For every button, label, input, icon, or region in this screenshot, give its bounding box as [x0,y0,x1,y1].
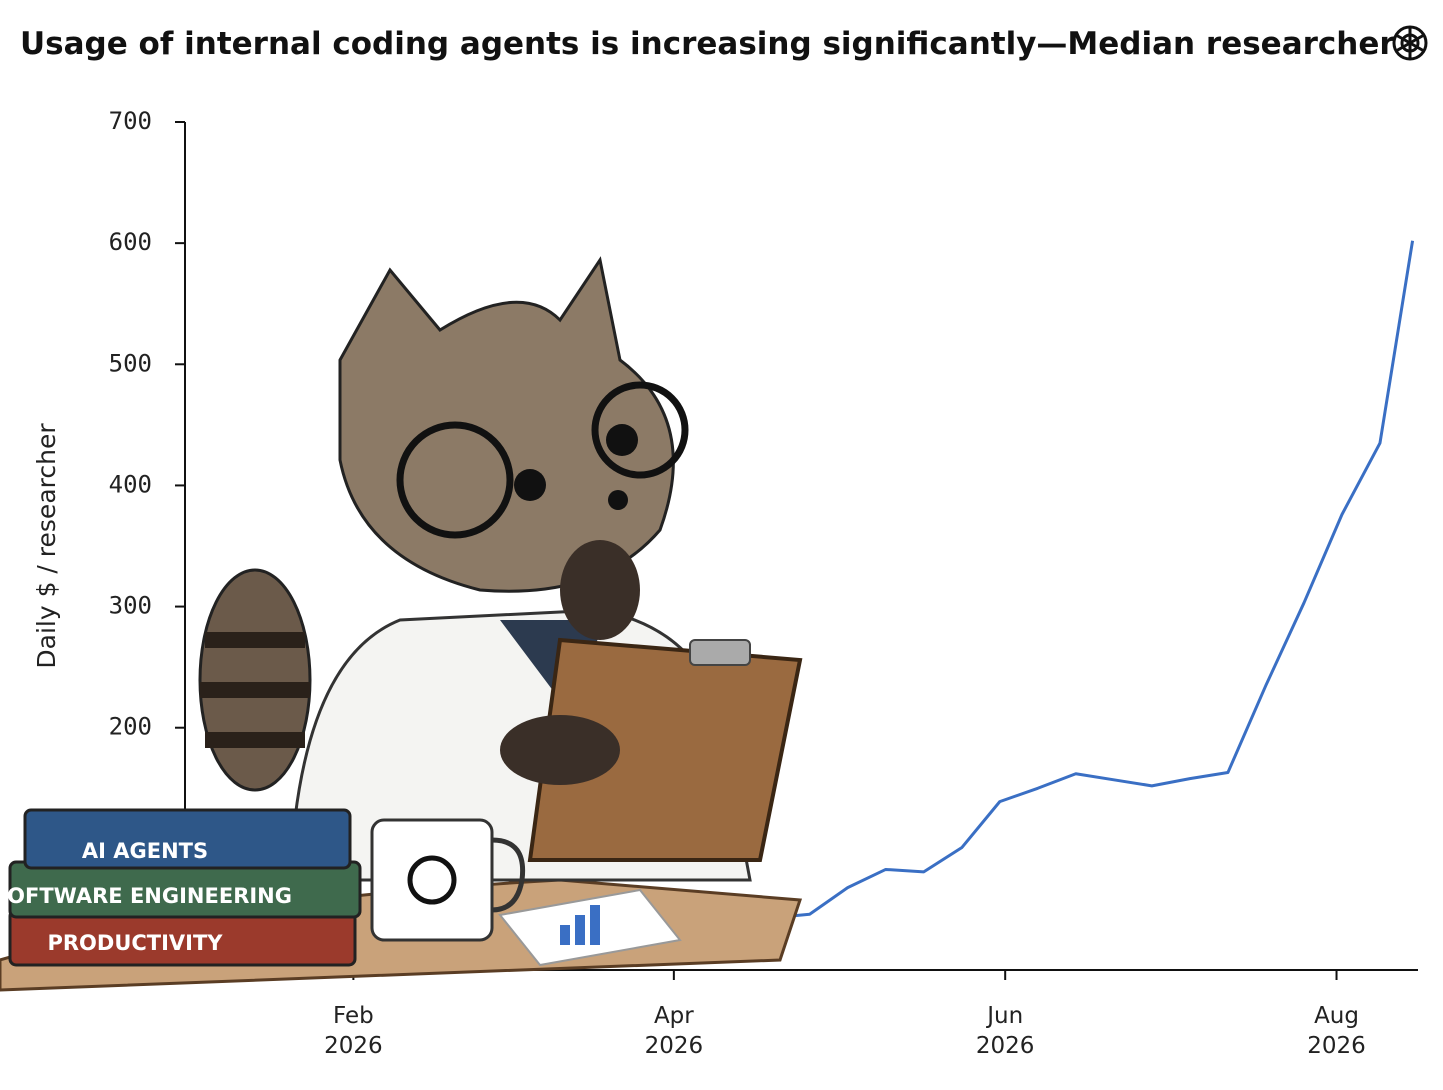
x-tick-label: Apr 2026 [645,1003,704,1059]
book-stack: AI AGENTS SOFTWARE ENGINEERING PRODUCTIV… [0,808,362,967]
y-tick-label: 300 [109,592,152,620]
y-tick-label: 700 [109,107,152,135]
y-tick-label: 600 [109,228,152,256]
y-tick-label: 400 [109,470,152,498]
y-axis-label: Daily $ / researcher [32,423,61,669]
book-label: SOFTWARE ENGINEERING [0,884,292,908]
y-tick-label: 200 [109,713,152,741]
logo [1392,25,1428,61]
x-tick-label: Jun 2026 [976,1003,1035,1059]
chart-title: Usage of internal coding agents is incre… [20,26,1395,62]
book-label: PRODUCTIVITY [47,931,223,955]
x-tick-label: Feb 2026 [324,1003,383,1059]
x-tick-label: Aug 2026 [1307,1003,1366,1059]
illustration: AI AGENTS SOFTWARE ENGINEERING PRODUCTIV… [0,256,803,992]
book-label: AI AGENTS [82,839,208,863]
y-tick-label: 500 [109,349,152,377]
